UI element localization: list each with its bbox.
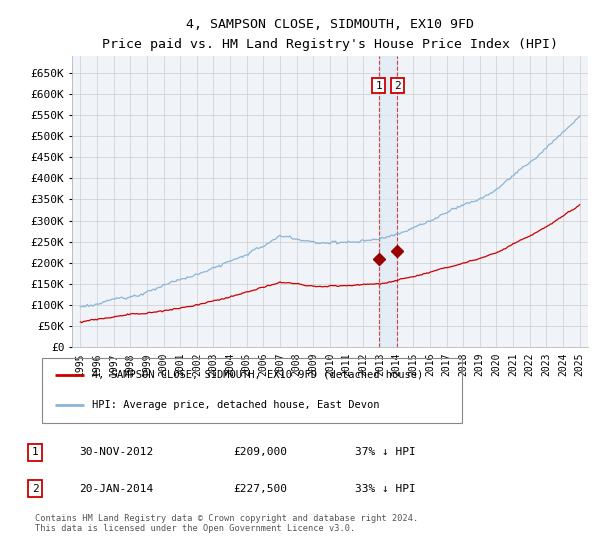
Text: 33% ↓ HPI: 33% ↓ HPI bbox=[355, 484, 416, 493]
Text: 1: 1 bbox=[32, 447, 38, 457]
Title: 4, SAMPSON CLOSE, SIDMOUTH, EX10 9FD
Price paid vs. HM Land Registry's House Pri: 4, SAMPSON CLOSE, SIDMOUTH, EX10 9FD Pri… bbox=[102, 18, 558, 50]
Text: 4, SAMPSON CLOSE, SIDMOUTH, EX10 9FD (detached house): 4, SAMPSON CLOSE, SIDMOUTH, EX10 9FD (de… bbox=[92, 370, 424, 380]
Text: 2: 2 bbox=[394, 81, 401, 91]
Text: 30-NOV-2012: 30-NOV-2012 bbox=[79, 447, 154, 457]
Bar bbox=[379, 56, 397, 347]
Text: 37% ↓ HPI: 37% ↓ HPI bbox=[355, 447, 416, 457]
Text: HPI: Average price, detached house, East Devon: HPI: Average price, detached house, East… bbox=[92, 400, 380, 410]
Text: Contains HM Land Registry data © Crown copyright and database right 2024.
This d: Contains HM Land Registry data © Crown c… bbox=[35, 514, 418, 534]
Text: £227,500: £227,500 bbox=[234, 484, 288, 493]
Text: 1: 1 bbox=[375, 81, 382, 91]
Text: £209,000: £209,000 bbox=[234, 447, 288, 457]
Text: 2: 2 bbox=[32, 484, 38, 493]
Text: 20-JAN-2014: 20-JAN-2014 bbox=[79, 484, 154, 493]
